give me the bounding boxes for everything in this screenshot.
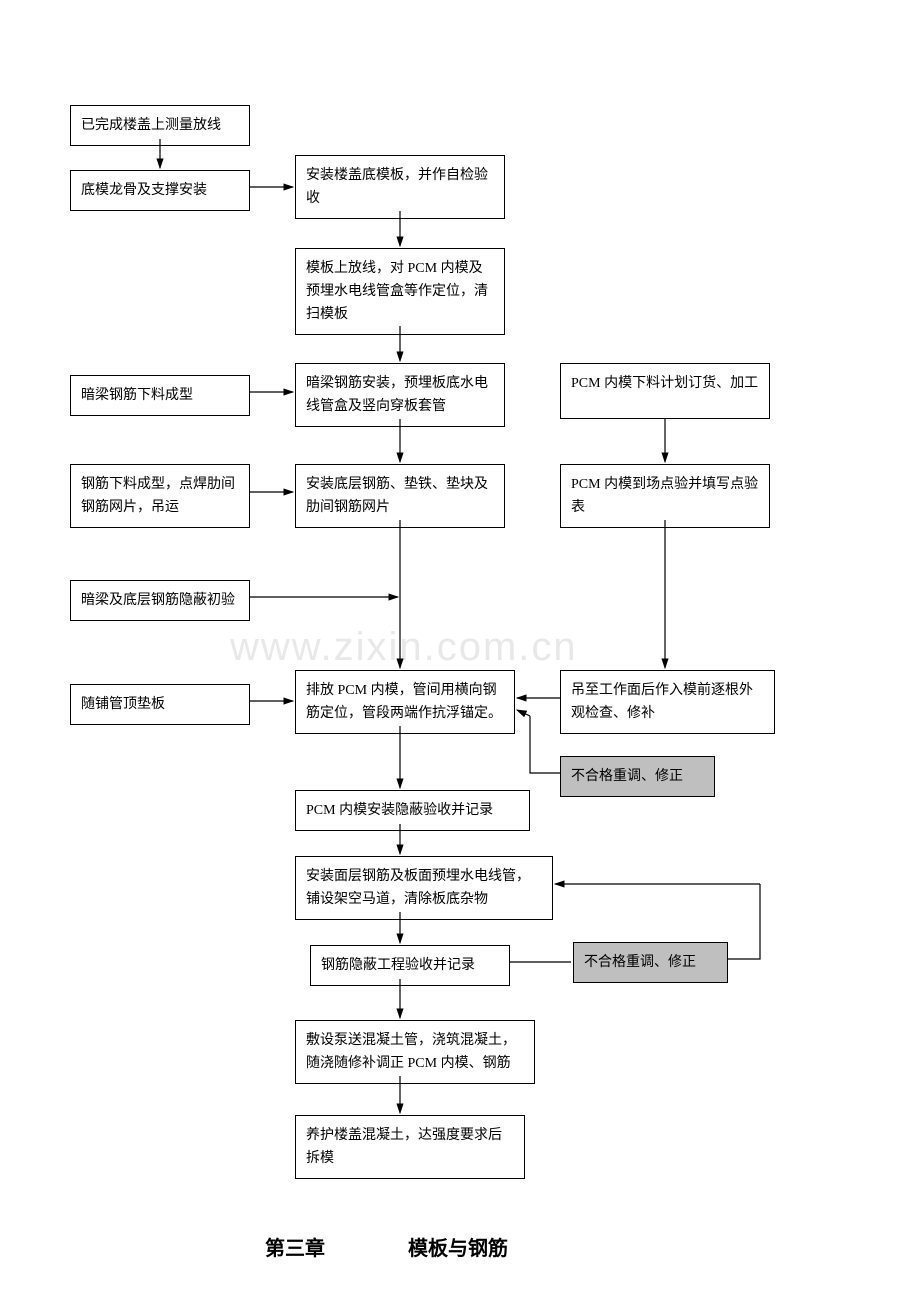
node-text: 已完成楼盖上测量放线 xyxy=(81,118,221,133)
node-text: 排放 PCM 内模，管间用横向钢筋定位，管段两端作抗浮锚定。 xyxy=(306,683,502,721)
node-text: 不合格重调、修正 xyxy=(584,955,696,970)
node-pour-concrete: 敷设泵送混凝土管，浇筑混凝土，随浇随修补调正 PCM 内模、钢筋 xyxy=(295,1020,535,1084)
node-text: 安装底层钢筋、垫铁、垫块及肋间钢筋网片 xyxy=(306,477,488,515)
node-bottom-rebar-install: 安装底层钢筋、垫铁、垫块及肋间钢筋网片 xyxy=(295,464,505,528)
node-text: PCM 内模下料计划订货、加工 xyxy=(571,376,758,391)
chapter-number: 第三章 xyxy=(265,1232,325,1261)
node-text: 不合格重调、修正 xyxy=(571,769,683,784)
node-text: 养护楼盖混凝土，达强度要求后拆模 xyxy=(306,1128,502,1166)
node-top-rebar-install: 安装面层钢筋及板面预埋水电线管，铺设架空马道，清除板底杂物 xyxy=(295,856,553,920)
node-beam-rebar-cut: 暗梁钢筋下料成型 xyxy=(70,375,250,416)
node-pcm-hidden-accept: PCM 内模安装隐蔽验收并记录 xyxy=(295,790,530,831)
node-text: 底模龙骨及支撑安装 xyxy=(81,183,207,198)
node-install-bottom-form: 安装楼盖底模板，并作自检验收 xyxy=(295,155,505,219)
node-hoist-inspect: 吊至工作面后作入模前逐根外观检查、修补 xyxy=(560,670,775,734)
node-text: 模板上放线，对 PCM 内模及预埋水电线管盒等作定位，清扫模板 xyxy=(306,261,488,322)
node-text: 暗梁钢筋下料成型 xyxy=(81,388,193,403)
node-text: 钢筋下料成型，点焊肋间钢筋网片，吊运 xyxy=(81,477,235,515)
node-text: 随铺管顶垫板 xyxy=(81,697,165,712)
node-place-pcm: 排放 PCM 内模，管间用横向钢筋定位，管段两端作抗浮锚定。 xyxy=(295,670,515,734)
node-rework-1: 不合格重调、修正 xyxy=(560,756,715,797)
node-rework-2: 不合格重调、修正 xyxy=(573,942,728,983)
node-measure-layout: 已完成楼盖上测量放线 xyxy=(70,105,250,146)
node-cure-strip: 养护楼盖混凝土，达强度要求后拆模 xyxy=(295,1115,525,1179)
node-pcm-order: PCM 内模下料计划订货、加工 xyxy=(560,363,770,419)
node-text: 暗梁钢筋安装，预埋板底水电线管盒及竖向穿板套管 xyxy=(306,376,488,414)
node-text: 敷设泵送混凝土管，浇筑混凝土，随浇随修补调正 PCM 内模、钢筋 xyxy=(306,1033,516,1071)
node-text: 钢筋隐蔽工程验收并记录 xyxy=(321,958,475,973)
node-rebar-cut-weld: 钢筋下料成型，点焊肋间钢筋网片，吊运 xyxy=(70,464,250,528)
node-rebar-hidden-accept: 钢筋隐蔽工程验收并记录 xyxy=(310,945,510,986)
node-beam-rebar-install: 暗梁钢筋安装，预埋板底水电线管盒及竖向穿板套管 xyxy=(295,363,505,427)
node-pcm-arrive-check: PCM 内模到场点验并填写点验表 xyxy=(560,464,770,528)
node-text: 安装面层钢筋及板面预埋水电线管，铺设架空马道，清除板底杂物 xyxy=(306,869,530,907)
node-text: 吊至工作面后作入模前逐根外观检查、修补 xyxy=(571,683,753,721)
node-pipe-top-pad: 随铺管顶垫板 xyxy=(70,684,250,725)
node-text: PCM 内模到场点验并填写点验表 xyxy=(571,477,758,515)
node-text: PCM 内模安装隐蔽验收并记录 xyxy=(306,803,493,818)
node-text: 暗梁及底层钢筋隐蔽初验 xyxy=(81,593,235,608)
node-form-layout: 模板上放线，对 PCM 内模及预埋水电线管盒等作定位，清扫模板 xyxy=(295,248,505,335)
node-hidden-initial-check: 暗梁及底层钢筋隐蔽初验 xyxy=(70,580,250,621)
watermark-text: www.zixin.com.cn xyxy=(230,625,578,670)
node-text: 安装楼盖底模板，并作自检验收 xyxy=(306,168,488,206)
chapter-title: 模板与钢筋 xyxy=(408,1232,508,1261)
node-bottom-keel: 底模龙骨及支撑安装 xyxy=(70,170,250,211)
